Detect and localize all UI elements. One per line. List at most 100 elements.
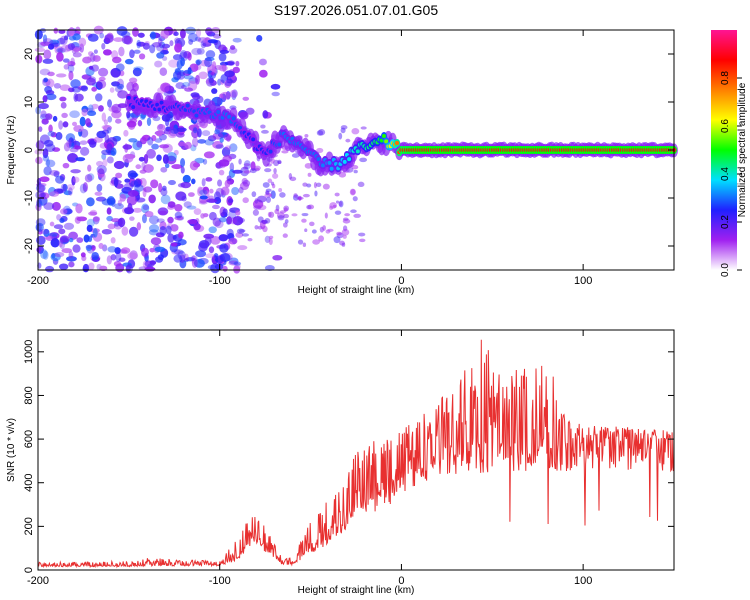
noise-blob <box>51 234 58 242</box>
noise-blob <box>58 239 63 248</box>
noise-blob <box>172 54 183 61</box>
noise-blob <box>132 67 142 77</box>
noise-blob <box>187 32 198 43</box>
noise-blob <box>85 244 93 252</box>
noise-blob <box>36 200 43 208</box>
noise-blob <box>208 77 214 84</box>
noise-blob <box>117 90 128 99</box>
noise-blob <box>174 68 181 73</box>
noise-blob <box>182 81 191 87</box>
noise-blob <box>191 137 199 148</box>
y-tick-label: 800 <box>23 386 35 404</box>
noise-blob <box>79 116 86 127</box>
noise-blob <box>39 28 46 34</box>
noise-blob <box>227 198 234 203</box>
noise-blob <box>139 114 146 121</box>
noise-blob <box>127 252 138 260</box>
noise-blob <box>209 211 217 221</box>
spectrogram-y-ticks: -20 -10 0 10 20 <box>23 48 674 254</box>
x-tick-label: -200 <box>27 275 49 287</box>
noise-blob <box>72 33 81 41</box>
y-tick-label: 20 <box>23 48 35 60</box>
noise-blob <box>277 215 285 221</box>
noise-blob <box>42 250 49 260</box>
noise-blob <box>60 102 67 109</box>
noise-blob <box>334 210 342 215</box>
noise-blob <box>127 189 139 197</box>
noise-blob <box>197 128 202 138</box>
noise-blob <box>198 242 208 252</box>
noise-blob <box>85 118 91 127</box>
noise-blob <box>162 154 169 165</box>
x-tick-label: -100 <box>209 575 231 587</box>
noise-blob <box>214 220 224 229</box>
noise-blob <box>117 199 122 207</box>
noise-blob <box>113 160 125 170</box>
noise-blob <box>233 261 242 266</box>
noise-blob <box>234 262 241 271</box>
noise-blob <box>243 163 251 167</box>
noise-blob <box>174 204 183 212</box>
noise-blob <box>97 168 105 178</box>
noise-blob <box>74 216 81 224</box>
noise-blob <box>171 164 183 170</box>
noise-blob <box>164 163 170 169</box>
y-tick-label: 1000 <box>23 340 35 364</box>
noise-blob <box>97 67 109 77</box>
snr-frame <box>37 329 675 571</box>
noise-blob <box>39 176 50 183</box>
noise-blob <box>147 136 154 146</box>
noise-blob <box>227 60 235 66</box>
snr-background <box>38 330 674 570</box>
noise-blob <box>67 64 75 73</box>
noise-blob <box>45 113 53 120</box>
noise-blob <box>241 233 249 237</box>
noise-blob <box>72 176 80 183</box>
noise-blob <box>225 91 231 100</box>
noise-blob <box>67 43 76 50</box>
noise-blob <box>68 70 74 81</box>
noise-blob <box>123 182 134 191</box>
noise-blob <box>107 115 113 123</box>
noise-blob <box>114 247 121 255</box>
noise-blob <box>95 93 103 102</box>
noise-blob <box>35 54 43 64</box>
noise-blob <box>304 133 309 138</box>
noise-blob <box>88 51 94 56</box>
ridge-core <box>231 116 236 121</box>
noise-blob <box>59 208 68 215</box>
noise-blob <box>242 197 249 204</box>
noise-blob <box>173 249 184 255</box>
noise-blob <box>161 113 171 122</box>
noise-blob <box>201 130 211 137</box>
noise-blob <box>40 41 51 47</box>
noise-blob <box>219 243 229 253</box>
noise-blob <box>148 194 156 204</box>
noise-blob <box>43 202 55 210</box>
noise-blob <box>353 213 361 218</box>
noise-blob <box>106 207 112 215</box>
noise-blob <box>92 55 101 62</box>
noise-blob <box>257 225 263 230</box>
noise-blob <box>61 248 73 254</box>
noise-blob <box>260 124 266 129</box>
noise-blob <box>316 182 322 188</box>
noise-blob <box>58 228 66 235</box>
noise-blob <box>133 66 144 71</box>
noise-blob <box>284 219 289 224</box>
noise-blob <box>304 228 308 233</box>
noise-blob <box>252 209 259 216</box>
noise-blob <box>189 63 199 73</box>
noise-blob <box>118 257 126 262</box>
noise-blob <box>268 211 275 218</box>
noise-blob <box>206 198 218 203</box>
noise-blob <box>159 67 168 76</box>
y-tick-label: -20 <box>23 238 35 254</box>
noise-blob <box>146 117 152 126</box>
noise-blob <box>180 84 187 90</box>
noise-blob <box>201 178 206 187</box>
noise-blob <box>144 266 156 272</box>
noise-blob <box>195 59 202 65</box>
noise-blob <box>183 51 192 59</box>
noise-blob <box>59 217 65 223</box>
